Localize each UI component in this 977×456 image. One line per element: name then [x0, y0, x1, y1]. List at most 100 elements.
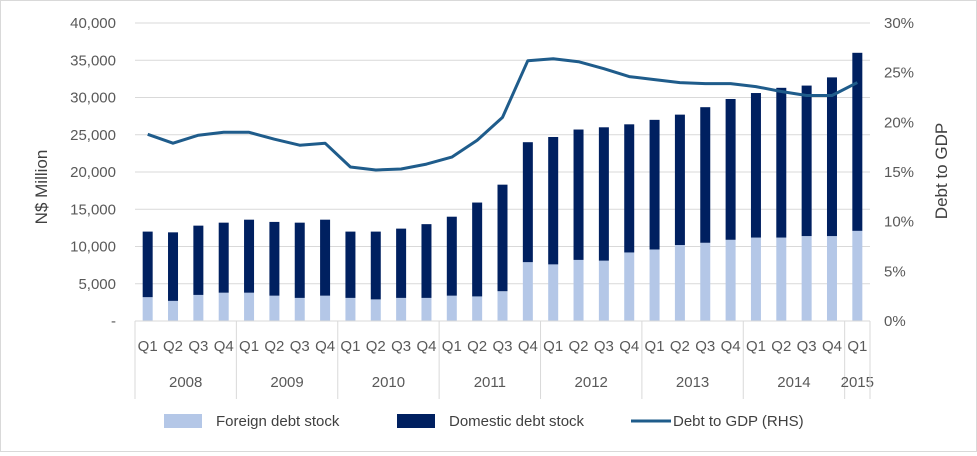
- x-tick-label: Q1: [543, 338, 563, 355]
- x-tick-label: Q3: [695, 338, 715, 355]
- x-tick-label: Q4: [518, 338, 538, 355]
- domestic-debt-bar: [320, 219, 331, 296]
- foreign-debt-bar: [421, 297, 432, 321]
- x-tick-label: Q2: [771, 338, 791, 355]
- x-tick-label: Q3: [797, 338, 817, 355]
- foreign-debt-bar: [725, 239, 736, 321]
- foreign-debt-bar: [370, 299, 381, 321]
- foreign-debt-bar: [244, 292, 255, 321]
- domestic-debt-bar: [573, 129, 584, 260]
- domestic-debt-bar: [700, 107, 711, 243]
- y2-tick-label: 15%: [884, 164, 914, 181]
- x-tick-label: Q4: [822, 338, 842, 355]
- foreign-debt-bar: [396, 297, 407, 321]
- x-tick-label: Q1: [239, 338, 259, 355]
- year-label: 2012: [575, 374, 608, 391]
- year-label: 2009: [270, 374, 303, 391]
- domestic-debt-bar: [725, 98, 736, 240]
- legend-item: Debt to GDP (RHS): [631, 413, 804, 430]
- foreign-debt-bar: [269, 295, 280, 321]
- x-tick-label: Q1: [340, 338, 360, 355]
- domestic-debt-bar: [421, 224, 432, 298]
- line-layer: [147, 57, 858, 172]
- y2-tick-label: 0%: [884, 313, 906, 330]
- y-axis-title: N$ Million: [32, 150, 51, 225]
- x-tick-label: Q2: [366, 338, 386, 355]
- year-label: 2013: [676, 374, 709, 391]
- x-tick-label: Q4: [721, 338, 741, 355]
- domestic-debt-bar: [396, 228, 407, 298]
- y2-axis-title: Debt to GDP: [932, 123, 951, 219]
- foreign-debt-bar: [345, 297, 356, 321]
- domestic-debt-bar: [193, 225, 204, 295]
- domestic-debt-bar: [218, 222, 229, 293]
- domestic-debt-bar: [801, 85, 812, 237]
- x-tick-label: Q1: [746, 338, 766, 355]
- x-tick-label: Q1: [442, 338, 462, 355]
- foreign-debt-bar: [193, 294, 204, 321]
- domestic-debt-bar: [142, 231, 153, 298]
- y-tick-label: -: [111, 313, 116, 330]
- foreign-debt-bar: [548, 264, 559, 321]
- domestic-debt-bar: [649, 119, 660, 250]
- domestic-debt-bar: [370, 231, 381, 300]
- legend: Foreign debt stock Domestic debt stock Deb…: [164, 413, 804, 430]
- x-tick-label: Q1: [138, 338, 158, 355]
- domestic-debt-bar: [269, 221, 280, 296]
- domestic-debt-bar: [345, 231, 356, 298]
- year-label: 2015: [841, 374, 874, 391]
- year-label: 2014: [777, 374, 810, 391]
- legend-label: Debt to GDP (RHS): [673, 413, 804, 430]
- foreign-debt-bar: [446, 295, 457, 321]
- domestic-debt-bar: [852, 52, 863, 231]
- domestic-debt-bar: [294, 222, 305, 298]
- year-label: 2010: [372, 374, 405, 391]
- y2-tick-label: 20%: [884, 114, 914, 131]
- legend-item: Foreign debt stock: [164, 413, 340, 430]
- y-tick-label: 15,000: [70, 201, 116, 218]
- foreign-debt-bar: [573, 259, 584, 321]
- domestic-debt-bar: [826, 77, 837, 237]
- x-tick-label: Q3: [188, 338, 208, 355]
- y2-tick-label: 30%: [884, 15, 914, 32]
- x-tick-label: Q2: [569, 338, 589, 355]
- y2-tick-label: 25%: [884, 65, 914, 82]
- x-tick-label: Q3: [290, 338, 310, 355]
- y-tick-label: 35,000: [70, 52, 116, 69]
- foreign-debt-bar: [142, 297, 153, 321]
- y2-tick-label: 5%: [884, 263, 906, 280]
- x-tick-label: Q2: [264, 338, 284, 355]
- domestic-debt-bar: [750, 93, 761, 238]
- y-tick-label: 10,000: [70, 239, 116, 256]
- foreign-debt-bar: [852, 230, 863, 321]
- foreign-debt-bar: [776, 237, 787, 321]
- x-tick-label: Q4: [416, 338, 436, 355]
- foreign-debt-bar: [598, 260, 609, 321]
- foreign-debt-bar: [649, 249, 660, 321]
- y-tick-label: 25,000: [70, 127, 116, 144]
- x-tick-label: Q1: [645, 338, 665, 355]
- x-tick-label: Q4: [315, 338, 335, 355]
- domestic-debt-bar: [776, 87, 787, 238]
- x-axis: Q1 Q2 Q3 Q4 Q1 Q2 Q3 Q4 Q1 Q2 Q3 Q4 Q1 Q2 Q3 Q4 Q1 Q2 Q3 Q4…: [134, 320, 874, 399]
- domestic-debt-bar: [674, 114, 685, 246]
- foreign-debt-bar: [168, 300, 179, 321]
- domestic-debt-bar: [598, 127, 609, 261]
- foreign-debt-bar: [674, 245, 685, 321]
- y-tick-label: 30,000: [70, 90, 116, 107]
- foreign-debt-bar: [700, 242, 711, 321]
- foreign-debt-bar: [826, 236, 837, 321]
- y-tick-label: 5,000: [78, 276, 116, 293]
- domestic-debt-bar: [624, 124, 635, 253]
- y-tick-label: 40,000: [70, 15, 116, 32]
- foreign-debt-bar: [218, 292, 229, 321]
- foreign-debt-bar: [750, 237, 761, 321]
- debt-to-gdp-line: [147, 57, 858, 172]
- y2-tick-label: 10%: [884, 214, 914, 231]
- legend-swatch: [164, 414, 202, 428]
- legend-label: Foreign debt stock: [216, 413, 340, 430]
- x-tick-label: Q3: [594, 338, 614, 355]
- year-label: 2008: [169, 374, 202, 391]
- foreign-debt-bar: [624, 252, 635, 321]
